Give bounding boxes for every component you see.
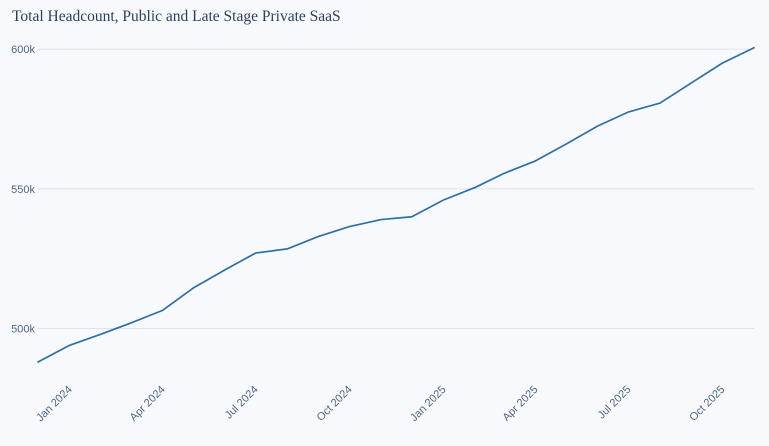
data-point[interactable]	[347, 224, 353, 230]
data-point[interactable]	[253, 250, 259, 256]
data-point[interactable]	[190, 285, 196, 291]
y-axis-ticks: 500k 550k 600k	[11, 44, 35, 335]
data-point[interactable]	[128, 320, 134, 326]
x-tick-label: Jan 2025	[408, 384, 448, 424]
data-point[interactable]	[657, 100, 663, 106]
data-point[interactable]	[160, 307, 166, 313]
x-axis-ticks: Jan 2024 Apr 2024 Jul 2024 Oct 2024 Jan 2025…	[34, 384, 727, 424]
x-tick-label: Apr 2025	[500, 384, 540, 424]
data-point[interactable]	[501, 170, 507, 176]
data-point[interactable]	[532, 158, 538, 164]
x-tick-label: Oct 2024	[315, 384, 355, 424]
x-tick-label: Apr 2024	[128, 384, 168, 424]
x-tick-label: Jan 2024	[34, 384, 74, 424]
data-point[interactable]	[98, 331, 104, 337]
data-point[interactable]	[719, 60, 725, 66]
x-tick-label: Jul 2025	[596, 384, 634, 422]
data-point[interactable]	[409, 214, 415, 220]
data-point[interactable]	[440, 197, 446, 203]
y-tick-label: 600k	[11, 44, 35, 56]
headcount-series-line	[37, 46, 755, 363]
series-layer	[35, 45, 757, 365]
data-point[interactable]	[284, 246, 290, 252]
data-point[interactable]	[751, 45, 757, 51]
data-point[interactable]	[563, 141, 569, 147]
data-point[interactable]	[316, 233, 322, 239]
x-tick-label: Jul 2024	[223, 384, 261, 422]
y-tick-label: 500k	[11, 324, 35, 336]
data-point[interactable]	[472, 184, 478, 190]
data-point[interactable]	[35, 359, 41, 365]
data-point[interactable]	[625, 109, 631, 115]
data-point[interactable]	[222, 267, 228, 273]
data-point[interactable]	[595, 123, 601, 129]
data-point[interactable]	[67, 342, 73, 348]
y-tick-label: 550k	[11, 184, 35, 196]
data-point[interactable]	[689, 80, 695, 86]
grid-lines	[38, 48, 754, 330]
chart-title: Total Headcount, Public and Late Stage P…	[12, 8, 341, 25]
x-tick-label: Oct 2025	[687, 384, 727, 424]
data-point[interactable]	[378, 217, 384, 223]
